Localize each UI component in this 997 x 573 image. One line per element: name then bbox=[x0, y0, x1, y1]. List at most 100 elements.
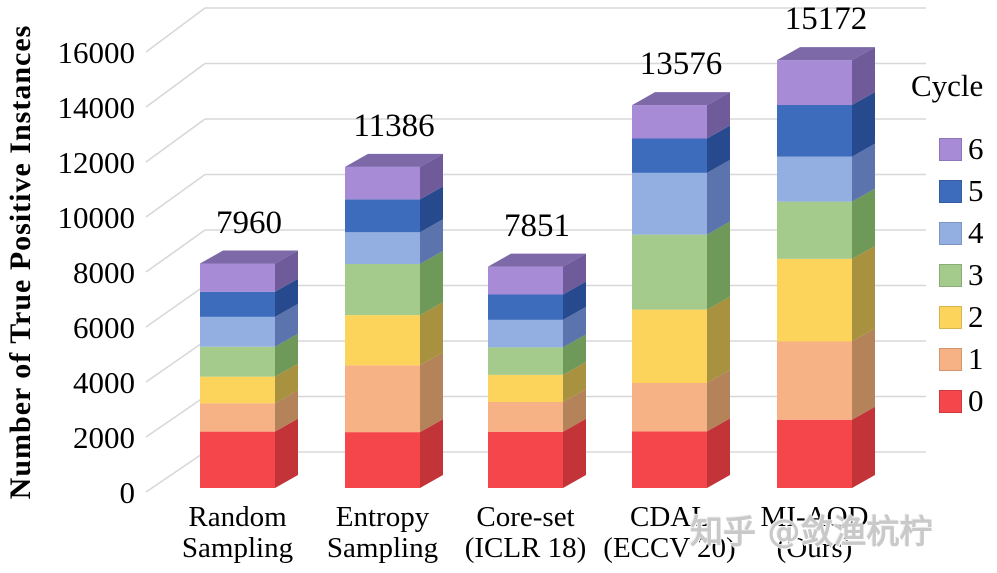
bar-4-cycle-4-side bbox=[852, 143, 875, 202]
bar-4-cycle-2-side bbox=[852, 245, 875, 342]
bar-total-label: 11386 bbox=[353, 107, 435, 144]
bar-1-cycle-1-front bbox=[345, 365, 420, 433]
legend-entry: 6 bbox=[905, 133, 997, 164]
gridline-leader bbox=[145, 451, 206, 493]
gridline-leader bbox=[145, 7, 206, 53]
y-tick-label: 2000 bbox=[73, 420, 135, 455]
bar-1-cycle-5-front bbox=[345, 199, 420, 233]
bar-4-cycle-6-side bbox=[852, 47, 875, 106]
bar-2-cycle-4-front bbox=[488, 319, 563, 348]
bar-0-cycle-0-side bbox=[275, 418, 298, 488]
bar-4-top bbox=[777, 47, 875, 61]
bar-2-cycle-3-front bbox=[488, 347, 563, 375]
bar-2-cycle-1-front bbox=[488, 401, 563, 432]
legend-label: 1 bbox=[968, 341, 984, 376]
bar-4-cycle-1-side bbox=[852, 328, 875, 420]
bar-2-top bbox=[488, 253, 586, 267]
bar-1-cycle-4-front bbox=[345, 232, 420, 264]
bar-2-cycle-5-front bbox=[488, 294, 563, 320]
x-category-line1: MI-AOD bbox=[760, 501, 869, 533]
bar-1-cycle-5-side bbox=[420, 186, 443, 233]
gridline-leader bbox=[145, 229, 206, 273]
bar-1-cycle-3-front bbox=[345, 263, 420, 316]
bar-1-top bbox=[345, 153, 443, 167]
bar-4-cycle-5-side bbox=[852, 92, 875, 157]
bar-3-cycle-5-front bbox=[632, 138, 707, 173]
bar-0-cycle-1-front bbox=[200, 403, 275, 432]
bar-3-cycle-6-side bbox=[707, 92, 730, 139]
bar-2-cycle-6-front bbox=[488, 266, 563, 295]
bar-0-cycle-3-side bbox=[275, 333, 298, 377]
bar-0-cycle-5-front bbox=[200, 291, 275, 317]
x-category-line2: (Ours) bbox=[776, 532, 853, 564]
bar-2-cycle-3-side bbox=[563, 334, 586, 375]
bar-1-cycle-1-side bbox=[420, 352, 443, 433]
x-category-line1: CDAL bbox=[630, 501, 709, 533]
x-category-line2: (ECCV 20) bbox=[603, 532, 736, 564]
bar-4-cycle-4-front bbox=[777, 156, 852, 202]
bar-3-cycle-3-front bbox=[632, 234, 707, 310]
y-tick-label: 10000 bbox=[57, 200, 136, 235]
legend-label: 0 bbox=[968, 383, 984, 418]
bar-0-cycle-4-side bbox=[275, 303, 298, 347]
x-category-line1: Entropy bbox=[335, 501, 430, 533]
bar-total-label: 7851 bbox=[504, 207, 570, 244]
x-category-label: Core-set (ICLR 18) bbox=[431, 502, 621, 564]
gridline-leader bbox=[145, 173, 206, 218]
bar-4-cycle-0-front bbox=[777, 419, 852, 488]
bar-0-cycle-6-side bbox=[275, 250, 298, 292]
bar-1-cycle-0-front bbox=[345, 432, 420, 488]
bar-0-cycle-3-front bbox=[200, 346, 275, 377]
legend-label: 5 bbox=[968, 173, 984, 208]
bar-4-cycle-1-front bbox=[777, 341, 852, 420]
legend-entry: 3 bbox=[905, 257, 997, 292]
legend-swatch-icon bbox=[939, 348, 962, 371]
legend-swatch-icon bbox=[939, 180, 962, 203]
bar-1-cycle-3-side bbox=[420, 250, 443, 316]
legend-swatch-icon bbox=[939, 222, 962, 245]
bar-4-cycle-5-front bbox=[777, 105, 852, 157]
bar-3-cycle-3-side bbox=[707, 221, 730, 310]
gridline-leader bbox=[145, 118, 206, 163]
bar-1-cycle-2-front bbox=[345, 315, 420, 366]
legend-entry: 5 bbox=[905, 173, 997, 208]
bar-2-cycle-0-front bbox=[488, 431, 563, 488]
y-tick-label: 16000 bbox=[57, 35, 136, 70]
legend-label: 2 bbox=[968, 299, 984, 334]
bar-4-cycle-0-side bbox=[852, 406, 875, 488]
bar-3-cycle-5-side bbox=[707, 125, 730, 173]
legend-swatch-icon bbox=[939, 306, 962, 329]
x-category-label: MI-AOD (Ours) bbox=[720, 502, 910, 564]
legend-entry: 4 bbox=[905, 217, 997, 248]
x-category-label: Entropy Sampling bbox=[288, 502, 478, 564]
bar-2-cycle-2-front bbox=[488, 374, 563, 402]
bar-4-cycle-2-front bbox=[777, 258, 852, 342]
y-tick-label: 4000 bbox=[73, 365, 135, 400]
legend-entry: 1 bbox=[905, 341, 997, 376]
bar-3-cycle-2-front bbox=[632, 309, 707, 383]
bar-4-cycle-6-front bbox=[777, 60, 852, 106]
bar-3-cycle-0-front bbox=[632, 431, 707, 488]
y-tick-label: 8000 bbox=[73, 255, 135, 290]
bar-2-cycle-2-side bbox=[563, 361, 586, 402]
bar-3-cycle-1-side bbox=[707, 369, 730, 432]
y-tick-label: 0 bbox=[119, 475, 136, 510]
legend-swatch-icon bbox=[939, 138, 962, 161]
bar-total-label: 7960 bbox=[216, 204, 282, 241]
bar-total-label: 13576 bbox=[639, 46, 723, 83]
x-category-label: Random Sampling bbox=[143, 502, 333, 564]
bar-0-cycle-6-front bbox=[200, 263, 275, 292]
bar-2-cycle-4-side bbox=[563, 306, 586, 348]
bar-4-cycle-3-front bbox=[777, 201, 852, 259]
bar-3-cycle-4-side bbox=[707, 159, 730, 235]
legend-label: 3 bbox=[968, 257, 984, 292]
bar-3-cycle-6-front bbox=[632, 105, 707, 139]
y-tick-label: 14000 bbox=[57, 90, 136, 125]
y-tick-label: 6000 bbox=[73, 310, 135, 345]
x-category-label: CDAL (ECCV 20) bbox=[575, 502, 765, 564]
bar-0-cycle-2-front bbox=[200, 376, 275, 404]
bar-0-top bbox=[200, 250, 298, 264]
legend-entry: 2 bbox=[905, 299, 997, 334]
